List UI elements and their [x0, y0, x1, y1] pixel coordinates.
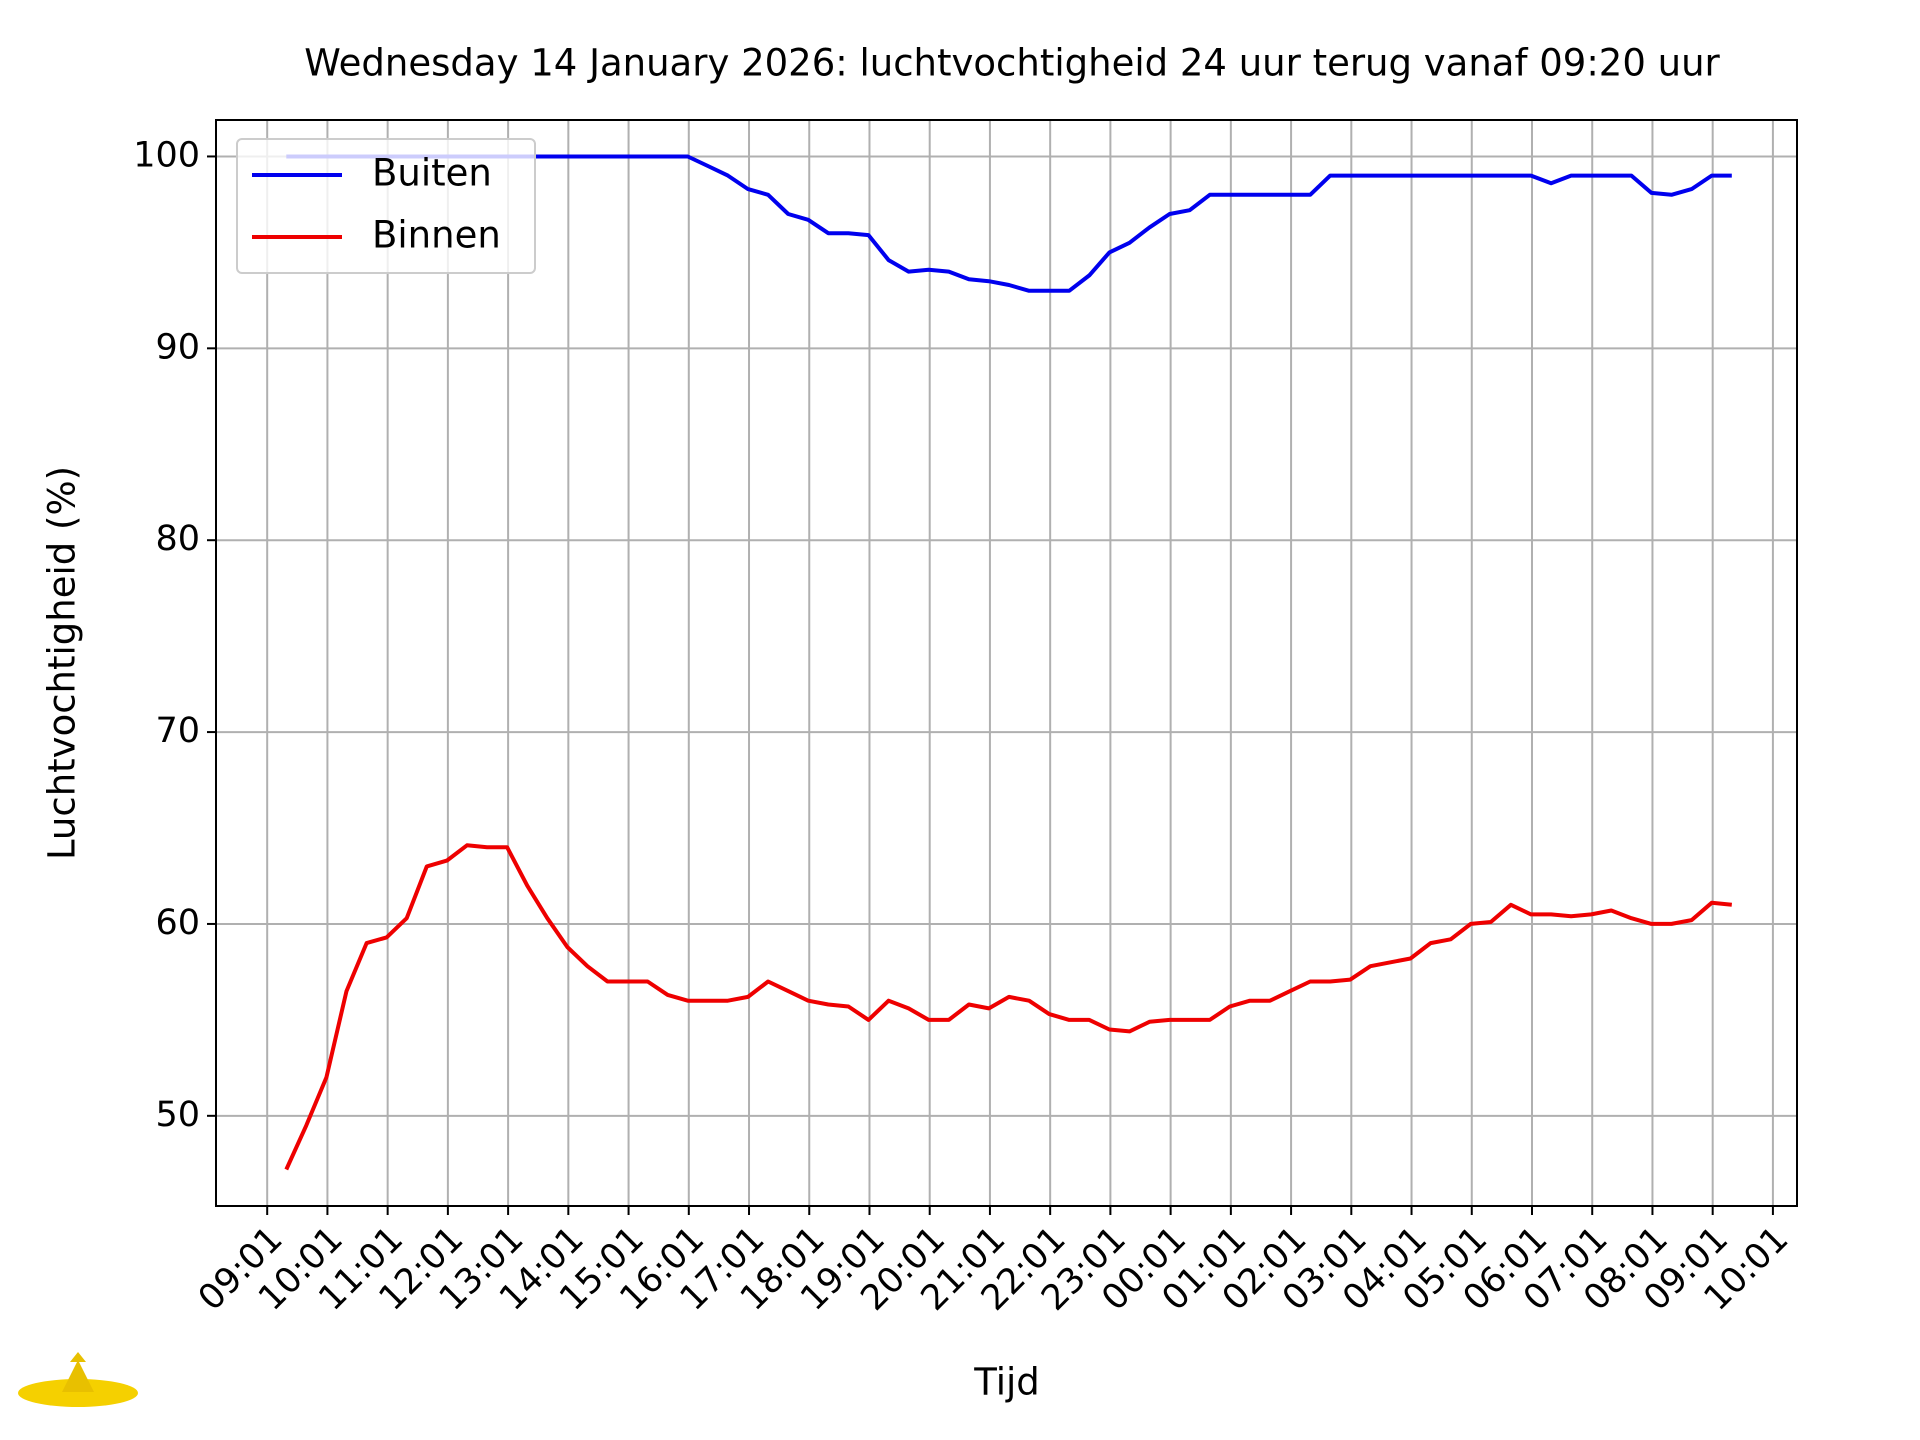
y-tick-label: 80 [155, 519, 200, 559]
chart-title: Wednesday 14 January 2026: luchtvochtigh… [304, 42, 1720, 85]
axes-frame [215, 119, 1798, 1207]
y-tick-label: 60 [155, 903, 200, 943]
legend: Buiten Binnen [236, 138, 536, 274]
data-line [284, 843, 1732, 1171]
x-axis-label: Tijd [973, 1361, 1040, 1404]
logo-emblem [62, 1352, 94, 1392]
y-tick-label: 50 [155, 1095, 200, 1135]
y-axis-label: Luchtvochtigheid (%) [41, 466, 84, 860]
legend-box [236, 138, 536, 274]
logo-base [18, 1379, 138, 1407]
y-tick-label: 70 [155, 711, 200, 751]
y-tick-label: 90 [155, 327, 200, 367]
logo [18, 1352, 138, 1407]
y-tick-label: 100 [133, 135, 200, 175]
legend-label: Buiten [372, 152, 492, 195]
legend-label: Binnen [372, 214, 501, 257]
